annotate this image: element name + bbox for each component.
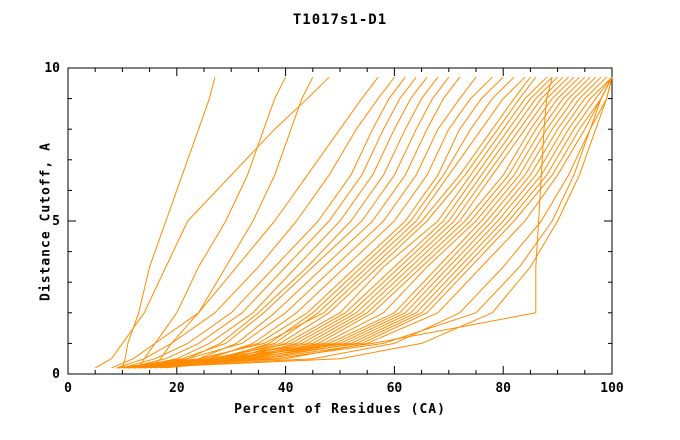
x-tick-label: 60	[387, 381, 403, 396]
model-curve	[138, 77, 613, 369]
model-curve	[122, 76, 450, 369]
y-tick-label: 0	[52, 367, 60, 382]
model-curve	[127, 77, 613, 369]
model-curve	[122, 76, 406, 369]
model-curve	[116, 76, 613, 369]
model-curve	[149, 76, 314, 369]
y-tick-label: 10	[44, 61, 60, 76]
model-curve	[165, 76, 613, 369]
model-curve	[133, 76, 461, 369]
model-curve	[116, 76, 613, 369]
x-tick-label: 20	[169, 381, 185, 396]
model-curve	[122, 76, 586, 369]
model-curve	[138, 76, 287, 369]
model-curve	[116, 76, 531, 369]
model-curve	[138, 76, 493, 369]
model-curve	[127, 76, 526, 369]
model-curve	[94, 76, 330, 369]
model-curve	[127, 76, 417, 369]
model-curve	[144, 76, 607, 369]
model-curve	[116, 76, 575, 369]
x-tick-label: 40	[278, 381, 294, 396]
model-curve	[116, 76, 477, 369]
chart-title: T1017s1-D1	[292, 12, 388, 28]
x-tick-label: 0	[64, 381, 72, 396]
x-axis-label: Percent of Residues (CA)	[234, 402, 446, 417]
model-curve	[122, 76, 504, 369]
model-curve	[121, 77, 216, 369]
x-tick-label: 100	[600, 381, 624, 396]
model-curve	[111, 76, 379, 369]
model-curve	[149, 76, 515, 369]
model-curve	[133, 76, 613, 369]
model-curve	[122, 76, 553, 369]
model-curve	[133, 77, 553, 369]
model-curve	[116, 76, 395, 369]
x-tick-label: 80	[495, 381, 511, 396]
y-tick-label: 5	[52, 214, 60, 229]
model-curve	[133, 76, 428, 369]
